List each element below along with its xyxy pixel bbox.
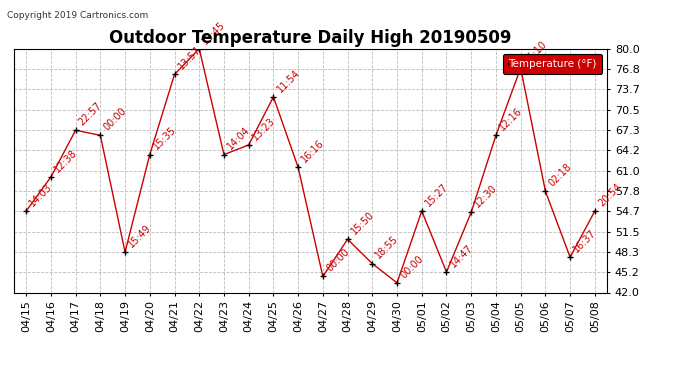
Text: 15:10: 15:10 — [522, 38, 549, 65]
Text: 14:03: 14:03 — [28, 182, 55, 208]
Text: 18:55: 18:55 — [374, 234, 401, 261]
Text: 15:49: 15:49 — [126, 222, 153, 249]
Text: 00:00: 00:00 — [101, 106, 128, 133]
Legend: Temperature (°F): Temperature (°F) — [503, 54, 602, 74]
Title: Outdoor Temperature Daily High 20190509: Outdoor Temperature Daily High 20190509 — [109, 29, 512, 47]
Text: 14:47: 14:47 — [448, 242, 475, 269]
Text: 13:57: 13:57 — [176, 45, 203, 72]
Text: 13:23: 13:23 — [250, 116, 277, 142]
Text: 15:27: 15:27 — [423, 181, 450, 208]
Text: 22:57: 22:57 — [77, 100, 104, 128]
Text: 02:18: 02:18 — [546, 162, 573, 188]
Text: 12:38: 12:38 — [52, 147, 79, 174]
Text: Copyright 2019 Cartronics.com: Copyright 2019 Cartronics.com — [7, 11, 148, 20]
Text: 11:54: 11:54 — [275, 67, 302, 94]
Text: 15:45: 15:45 — [201, 19, 228, 46]
Text: 12:16: 12:16 — [497, 106, 524, 133]
Text: 14:04: 14:04 — [226, 125, 252, 152]
Text: 16:37: 16:37 — [571, 228, 598, 255]
Text: 00:00: 00:00 — [398, 254, 425, 280]
Text: 15:50: 15:50 — [349, 210, 376, 237]
Text: 12:30: 12:30 — [473, 183, 500, 210]
Text: 16:16: 16:16 — [299, 138, 326, 165]
Text: 15:35: 15:35 — [151, 125, 178, 152]
Text: 00:00: 00:00 — [324, 247, 351, 274]
Text: 20:54: 20:54 — [596, 182, 623, 208]
